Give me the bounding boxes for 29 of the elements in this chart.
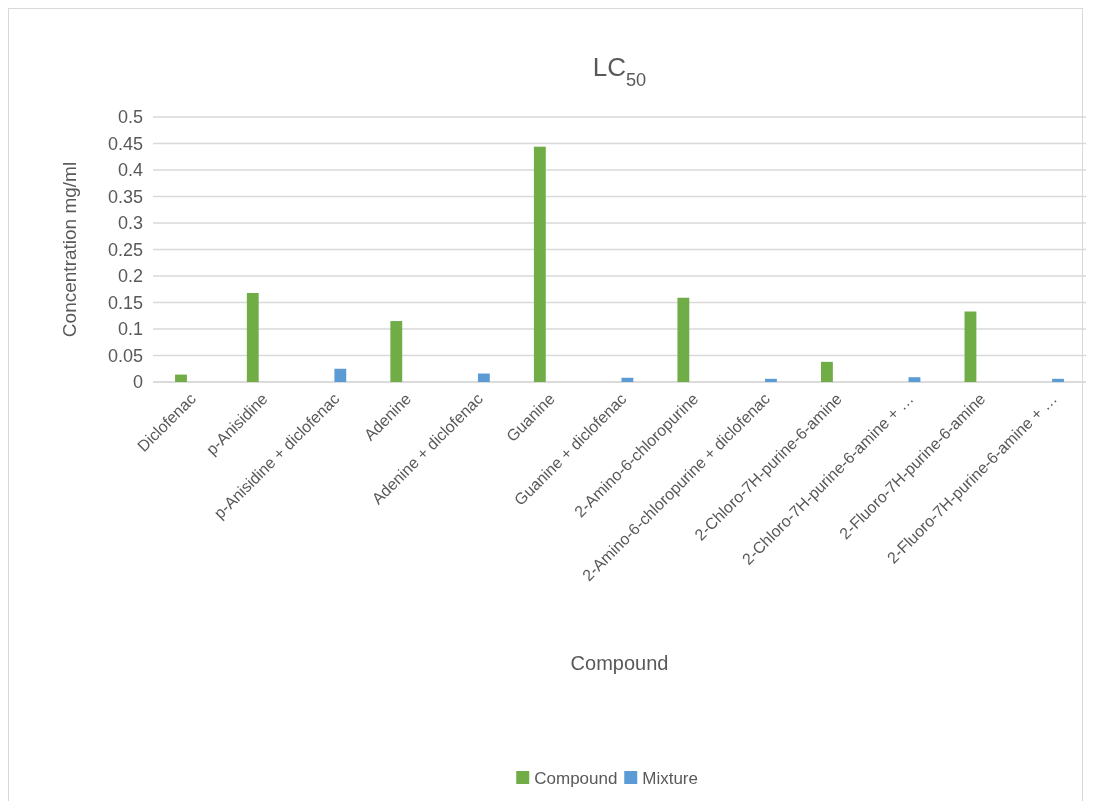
y-tick-label: 0.5 xyxy=(117,107,143,128)
bar xyxy=(621,377,634,382)
x-axis-title: Compound xyxy=(570,652,669,674)
bar xyxy=(390,321,403,382)
y-axis-title: Concentration mg/ml xyxy=(59,161,80,338)
bar xyxy=(477,373,490,382)
y-tick-label: 0.15 xyxy=(107,292,143,313)
bar xyxy=(533,146,546,382)
y-tick-label: 0.25 xyxy=(107,239,143,260)
bar xyxy=(1052,378,1064,382)
bar xyxy=(334,368,347,382)
bar xyxy=(820,361,833,382)
y-tick-label: 0.3 xyxy=(117,213,143,234)
y-tick-label: 0.4 xyxy=(117,160,143,181)
y-tick-label: 0 xyxy=(132,372,143,393)
bar xyxy=(175,374,187,382)
bar xyxy=(246,292,259,382)
y-tick-label: 0.1 xyxy=(117,319,143,340)
legend-label: Compound xyxy=(534,768,618,788)
y-tick-label: 0.05 xyxy=(107,345,143,366)
bar xyxy=(964,311,977,382)
y-tick-label: 0.35 xyxy=(107,186,143,207)
y-tick-label: 0.45 xyxy=(107,133,143,154)
bar xyxy=(908,377,921,382)
y-tick-label: 0.2 xyxy=(117,266,143,287)
chart-title: LC$_{50}$ xyxy=(592,52,647,90)
bar xyxy=(765,378,777,382)
legend-label: Mixture xyxy=(642,768,698,788)
bar xyxy=(677,297,690,382)
